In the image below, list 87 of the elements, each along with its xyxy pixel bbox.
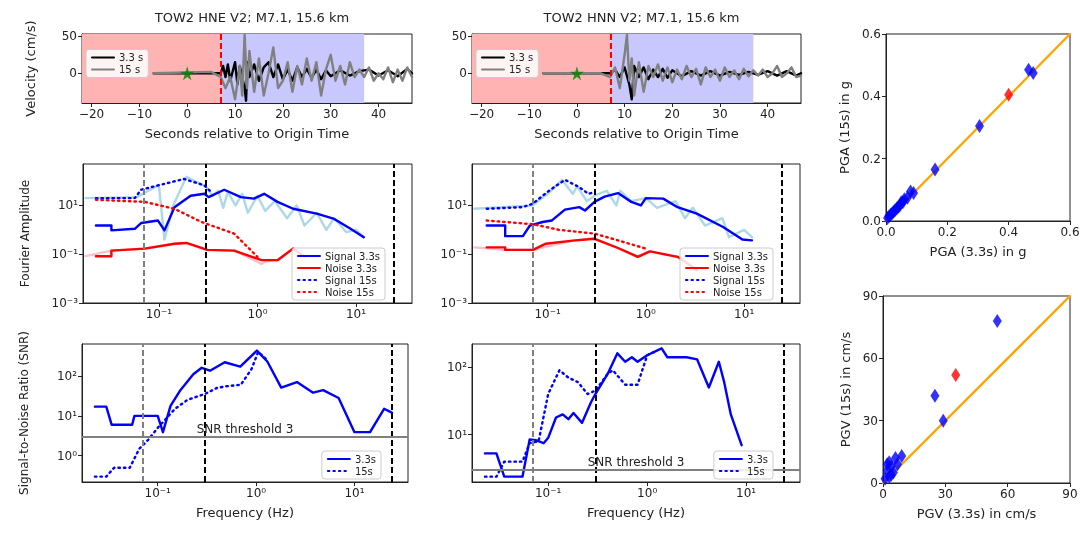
- x-tick-label: 90: [1062, 487, 1078, 501]
- x-axis-title: Frequency (Hz): [195, 505, 295, 520]
- x-tick-label: 30: [712, 107, 728, 121]
- y-tick-label: 10⁻¹: [440, 247, 468, 262]
- x-tick-label: 10⁻¹: [144, 486, 172, 500]
- x-tick-label: −10: [516, 107, 542, 121]
- legend-label: Signal 15s: [324, 274, 377, 286]
- x-tick-label: 10⁰: [637, 486, 658, 500]
- x-tick-label: 10¹: [736, 486, 757, 500]
- x-tick-label: 10⁻¹: [534, 486, 562, 500]
- x-axis-title: Seconds relative to Origin Time: [534, 126, 739, 141]
- x-tick-label: 30: [323, 107, 339, 121]
- y-tick-label: 30: [862, 413, 878, 428]
- x-tick-label: 0: [183, 107, 192, 121]
- chart-title: TOW2 HNE V2; M7.1, 15.6 km: [153, 10, 350, 25]
- x-axis-title: Seconds relative to Origin Time: [144, 126, 350, 141]
- x-tick-label: 10: [227, 107, 243, 121]
- y-axis-title: Velocity (cm/s): [23, 20, 38, 117]
- x-tick-label: −20: [78, 107, 105, 121]
- legend-label: Noise 15s: [712, 286, 762, 298]
- y-axis-title: PGV (15s) in cm/s: [837, 331, 853, 448]
- legend-label: Noise 3.3s: [712, 262, 766, 274]
- x-tick-label: 10⁰: [246, 486, 267, 500]
- x-tick-label: 20: [664, 107, 680, 121]
- y-tick-label: 10¹: [446, 427, 468, 442]
- y-tick-label: 60: [862, 351, 878, 366]
- y-tick-label: 90: [862, 289, 878, 303]
- x-tick-label: 0.0: [876, 225, 896, 239]
- x-tick-label: 0.2: [937, 225, 957, 239]
- x-tick-label: −20: [468, 107, 495, 121]
- x-tick-label: 10¹: [734, 307, 755, 321]
- y-tick-label: 10¹: [446, 198, 468, 213]
- y-tick-label: 0.4: [861, 89, 881, 104]
- x-axis-title: PGA (3.3s) in g: [929, 244, 1027, 259]
- chart-title: TOW2 HNN V2; M7.1, 15.6 km: [542, 10, 740, 25]
- y-tick-label: 0: [459, 66, 467, 81]
- y-tick-label: 10⁰: [56, 448, 78, 463]
- x-tick-label: 10: [616, 107, 633, 121]
- legend-label: Signal 15s: [712, 274, 765, 286]
- x-tick-label: 40: [759, 107, 776, 121]
- x-tick-label: 10⁻¹: [534, 307, 562, 321]
- legend-label: 3.3s: [746, 453, 769, 465]
- x-tick-label: 0.6: [1060, 225, 1080, 239]
- y-tick-label: 10⁻³: [51, 296, 79, 310]
- ref-line-label: SNR threshold 3: [196, 421, 294, 436]
- x-tick-label: 40: [370, 107, 387, 121]
- x-tick-label: 0: [573, 107, 581, 121]
- y-tick-label: 0.6: [861, 27, 881, 41]
- legend-label: 3.3 s: [509, 52, 534, 63]
- y-tick-label: 10⁻¹: [51, 247, 79, 262]
- legend-label: Noise 3.3s: [324, 262, 378, 274]
- ref-line-label: SNR threshold 3: [587, 455, 685, 470]
- x-tick-label: 10¹: [345, 307, 367, 321]
- y-axis-title: Signal-to-Noise Ratio (SNR): [17, 331, 31, 495]
- y-tick-label: 0.0: [861, 214, 881, 228]
- x-tick-label: 0.4: [999, 225, 1019, 239]
- y-tick-label: 10¹: [56, 408, 78, 423]
- y-axis-title: PGA (15s) in g: [837, 81, 852, 174]
- x-tick-label: 10⁰: [635, 307, 657, 321]
- legend-label: 15s: [746, 465, 765, 477]
- legend-label: Noise 15s: [324, 286, 374, 298]
- x-tick-label: 30: [937, 487, 953, 501]
- y-tick-label: 0.2: [861, 151, 881, 166]
- legend-label: Signal 3.3s: [712, 250, 769, 262]
- x-axis-title: PGV (3.3s) in cm/s: [916, 506, 1037, 521]
- y-axis-title: Fourier Amplitude: [18, 179, 32, 288]
- legend-label: 3.3 s: [119, 52, 144, 63]
- x-tick-label: −10: [126, 107, 153, 121]
- x-tick-label: 10⁻¹: [145, 307, 173, 321]
- y-tick-label: 10¹: [57, 198, 79, 213]
- x-tick-label: 20: [275, 107, 291, 121]
- legend-label: 15 s: [119, 64, 141, 75]
- x-tick-label: 10⁰: [247, 307, 268, 321]
- y-tick-label: 10²: [56, 368, 78, 383]
- x-tick-label: 60: [1000, 487, 1016, 501]
- legend-label: 3.3s: [354, 453, 377, 465]
- y-tick-label: 0: [69, 66, 77, 81]
- legend-label: 15s: [354, 465, 373, 477]
- y-tick-label: 10²: [446, 360, 468, 375]
- y-tick-label: 0: [870, 476, 878, 490]
- legend-label: Signal 3.3s: [324, 250, 381, 262]
- y-tick-label: 50: [61, 29, 77, 44]
- x-axis-title: Frequency (Hz): [586, 505, 686, 520]
- y-tick-label: 50: [451, 29, 467, 44]
- x-tick-label: 10¹: [344, 486, 365, 500]
- legend-label: 15 s: [509, 64, 531, 75]
- y-tick-label: 10⁻³: [440, 296, 468, 310]
